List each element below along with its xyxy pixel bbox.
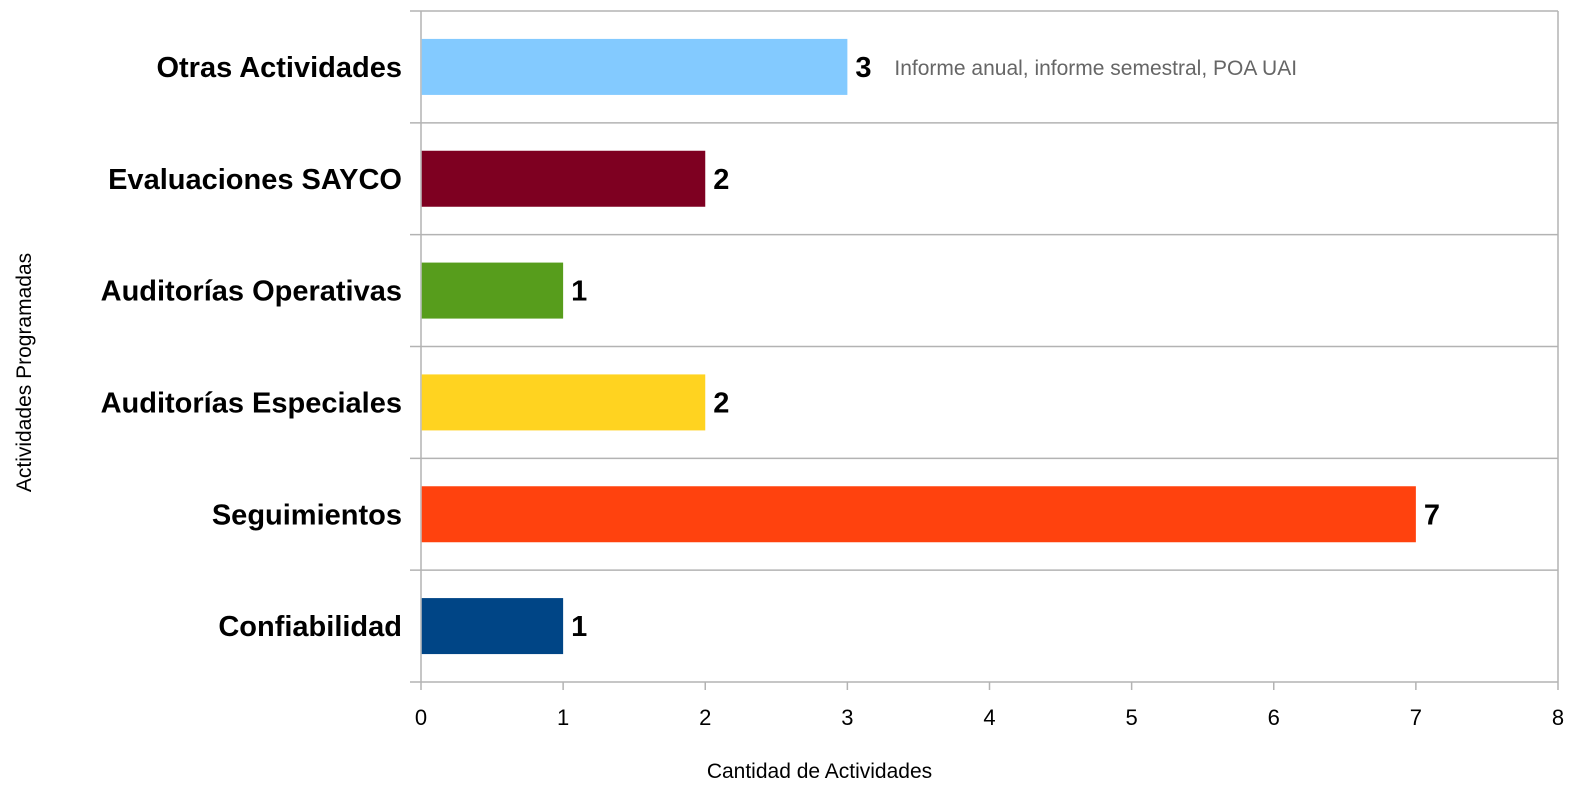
bar [421, 262, 564, 319]
x-tick-label: 0 [415, 705, 427, 730]
category-label: Confiabilidad [218, 611, 402, 643]
category-label: Auditorías Especiales [101, 387, 402, 419]
x-tick-label: 5 [1126, 705, 1138, 730]
data-label: 2 [713, 164, 729, 196]
category-label: Otras Actividades [156, 52, 402, 84]
data-label: 2 [713, 387, 729, 419]
bar [421, 150, 706, 207]
bar [421, 38, 848, 95]
x-tick-label: 6 [1268, 705, 1280, 730]
x-tick-label: 1 [557, 705, 569, 730]
x-axis-ticks: 0 1 2 3 4 5 6 7 8 [415, 682, 1564, 730]
bar [421, 374, 706, 431]
category-labels: 3 Otras Actividades 2 Evaluaciones SAYCO 1 Au… [101, 52, 1440, 643]
data-label: 3 [855, 52, 871, 84]
data-label: 1 [571, 276, 587, 308]
bar [421, 598, 564, 655]
x-tick-label: 4 [983, 705, 995, 730]
data-label: 1 [571, 611, 587, 643]
bar [421, 486, 1416, 543]
grid-lines [410, 10, 1559, 683]
x-tick-label: 2 [699, 705, 711, 730]
category-label: Seguimientos [212, 499, 402, 531]
category-label: Auditorías Operativas [101, 276, 402, 308]
category-label: Evaluaciones SAYCO [108, 164, 402, 196]
x-tick-label: 7 [1410, 705, 1422, 730]
bars [421, 38, 1416, 655]
annotation-text: Informe anual, informe semestral, POA UA… [894, 57, 1297, 80]
x-tick-label: 8 [1552, 705, 1564, 730]
y-axis-title: Actividades Programadas [13, 253, 36, 492]
x-tick-label: 3 [841, 705, 853, 730]
data-label: 7 [1424, 499, 1440, 531]
x-axis-title: Cantidad de Actividades [707, 760, 932, 783]
